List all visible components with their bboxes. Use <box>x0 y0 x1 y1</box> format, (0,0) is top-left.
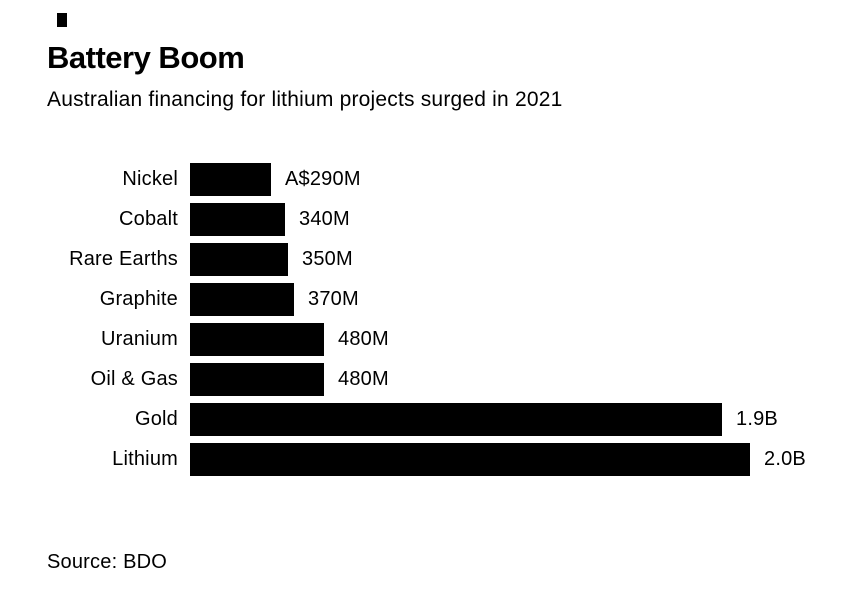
bar-row: Cobalt 340M <box>0 199 853 239</box>
category-label: Nickel <box>122 167 178 190</box>
bloomberg-tick-mark <box>57 13 67 27</box>
bar-track: A$290M <box>190 159 853 199</box>
value-label: 340M <box>299 207 350 230</box>
value-label: 480M <box>338 367 389 390</box>
bar-track: 2.0B <box>190 439 853 479</box>
bar-row: Uranium 480M <box>0 319 853 359</box>
bar <box>190 402 722 436</box>
chart-subtitle: Australian financing for lithium project… <box>47 88 563 111</box>
bar-track: 340M <box>190 199 853 239</box>
bar <box>190 242 288 276</box>
bar-track: 480M <box>190 359 853 399</box>
value-label: 370M <box>308 287 359 310</box>
chart-title: Battery Boom <box>47 40 245 75</box>
value-label: A$290M <box>285 167 361 190</box>
value-label: 350M <box>302 247 353 270</box>
bar <box>190 322 324 356</box>
value-label: 2.0B <box>764 447 806 470</box>
bar-track: 480M <box>190 319 853 359</box>
value-label: 1.9B <box>736 407 778 430</box>
category-label: Gold <box>134 407 178 430</box>
bar-track: 370M <box>190 279 853 319</box>
bar-row: Nickel A$290M <box>0 159 853 199</box>
bar-row: Lithium 2.0B <box>0 439 853 479</box>
source-note: Source: BDO <box>47 551 168 573</box>
category-label: Rare Earths <box>69 247 178 270</box>
bar-chart: Nickel A$290M Cobalt 340M Rare Earths 35… <box>0 159 853 479</box>
bar-track: 1.9B <box>190 399 853 439</box>
category-label: Cobalt <box>118 207 178 230</box>
bar <box>190 162 271 196</box>
bar-row: Oil & Gas 480M <box>0 359 853 399</box>
category-label: Lithium <box>112 447 178 470</box>
bar-row: Rare Earths 350M <box>0 239 853 279</box>
value-label: 480M <box>338 327 389 350</box>
bar-row: Graphite 370M <box>0 279 853 319</box>
category-label: Graphite <box>99 287 178 310</box>
bar <box>190 282 294 316</box>
bar-row: Gold 1.9B <box>0 399 853 439</box>
bar <box>190 442 750 476</box>
category-label: Oil & Gas <box>90 367 178 390</box>
category-label: Uranium <box>101 327 178 350</box>
bar <box>190 362 324 396</box>
bar-track: 350M <box>190 239 853 279</box>
bar <box>190 202 285 236</box>
